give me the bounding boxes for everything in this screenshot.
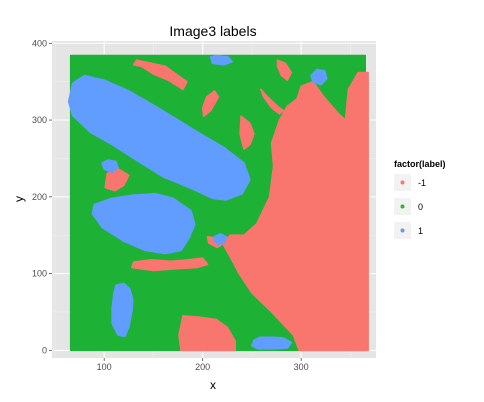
y-tick-label: 0 xyxy=(42,345,47,355)
label-region-1 xyxy=(111,282,134,338)
label-region-1 xyxy=(310,68,328,86)
x-tick-label: 100 xyxy=(97,362,112,372)
legend-dot--1 xyxy=(400,180,405,185)
label-region--1 xyxy=(239,115,255,150)
label-region--1 xyxy=(276,59,293,81)
label-region--1 xyxy=(178,314,236,352)
label-region--1 xyxy=(132,59,188,91)
label-region--1 xyxy=(221,71,369,352)
label-region--1 xyxy=(131,257,209,272)
label-region-1 xyxy=(209,54,233,66)
x-tick-label: 200 xyxy=(195,362,210,372)
label-region--1 xyxy=(201,90,220,117)
legend-title: factor(label) xyxy=(394,159,446,169)
label-region-1 xyxy=(251,336,293,350)
x-tick-label: 300 xyxy=(294,362,309,372)
y-axis-title: y xyxy=(12,196,26,202)
legend-label-1: 1 xyxy=(418,226,423,236)
label-regions xyxy=(67,54,369,352)
x-axis-title: x xyxy=(210,378,216,392)
y-tick-label: 100 xyxy=(32,269,47,279)
legend-label--1: -1 xyxy=(418,178,426,188)
label-region-1 xyxy=(213,232,228,246)
label-region--1 xyxy=(259,88,285,115)
legend-dot-0 xyxy=(400,204,405,209)
y-tick-label: 200 xyxy=(32,192,47,202)
legend: factor(label) -1 0 1 xyxy=(394,159,446,239)
legend-dot-1 xyxy=(400,228,405,233)
y-tick-label: 400 xyxy=(32,38,47,48)
label-region-1 xyxy=(91,192,196,255)
y-axis: 0 100 200 300 400 xyxy=(32,38,52,355)
y-tick-label: 300 xyxy=(32,115,47,125)
label-region-1 xyxy=(101,159,119,174)
label-region-1 xyxy=(67,74,251,201)
chart-title: Image3 labels xyxy=(169,23,256,39)
x-axis: 100 200 300 xyxy=(97,358,309,372)
label-region--1 xyxy=(104,166,130,192)
legend-label-0: 0 xyxy=(418,202,423,212)
